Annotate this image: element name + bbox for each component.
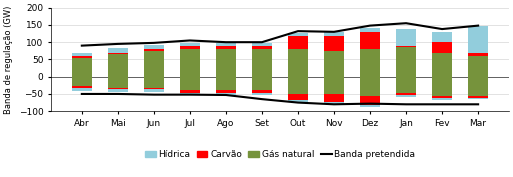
Bar — [252, 77, 272, 90]
Bar — [72, 88, 92, 90]
Bar — [396, 77, 416, 93]
Bar — [288, 36, 308, 49]
Bar — [324, 102, 344, 104]
Bar — [144, 89, 164, 92]
Legend: Hídrica, Carvão, Gás natural, Banda pretendida: Hídrica, Carvão, Gás natural, Banda pret… — [141, 147, 419, 163]
Bar — [432, 96, 452, 98]
Bar — [180, 46, 200, 49]
Bar — [396, 29, 416, 46]
Bar — [72, 86, 92, 88]
Bar — [252, 43, 272, 46]
Bar — [72, 58, 92, 77]
Bar — [468, 26, 488, 53]
Bar — [396, 93, 416, 95]
Bar — [432, 32, 452, 42]
Bar — [180, 49, 200, 77]
Bar — [144, 88, 164, 89]
Y-axis label: Banda de regulação (GW): Banda de regulação (GW) — [4, 5, 13, 114]
Bar — [72, 77, 92, 86]
Bar — [180, 90, 200, 93]
Bar — [108, 89, 128, 92]
Bar — [324, 94, 344, 102]
Bar — [180, 93, 200, 95]
Bar — [72, 56, 92, 58]
Bar — [396, 46, 416, 47]
Bar — [432, 53, 452, 77]
Bar — [468, 53, 488, 56]
Bar — [288, 94, 308, 100]
Bar — [324, 32, 344, 36]
Bar — [144, 45, 164, 49]
Bar — [216, 93, 236, 95]
Bar — [468, 77, 488, 96]
Bar — [396, 47, 416, 77]
Bar — [216, 90, 236, 93]
Bar — [288, 77, 308, 94]
Bar — [288, 100, 308, 102]
Bar — [108, 48, 128, 53]
Bar — [360, 32, 380, 49]
Bar — [360, 49, 380, 77]
Bar — [144, 77, 164, 88]
Bar — [360, 77, 380, 96]
Bar — [216, 46, 236, 49]
Bar — [432, 98, 452, 100]
Bar — [324, 77, 344, 94]
Bar — [108, 77, 128, 88]
Bar — [324, 36, 344, 51]
Bar — [252, 93, 272, 95]
Bar — [144, 51, 164, 77]
Bar — [252, 46, 272, 49]
Bar — [432, 42, 452, 53]
Bar — [360, 96, 380, 105]
Bar — [252, 49, 272, 77]
Bar — [396, 95, 416, 97]
Bar — [468, 98, 488, 99]
Bar — [108, 53, 128, 54]
Bar — [288, 49, 308, 77]
Bar — [216, 77, 236, 90]
Bar — [216, 43, 236, 46]
Bar — [216, 49, 236, 77]
Bar — [108, 88, 128, 89]
Bar — [288, 33, 308, 36]
Bar — [180, 43, 200, 46]
Bar — [360, 28, 380, 32]
Bar — [324, 51, 344, 77]
Bar — [468, 56, 488, 77]
Bar — [180, 77, 200, 90]
Bar — [108, 54, 128, 77]
Bar — [144, 49, 164, 51]
Bar — [468, 96, 488, 98]
Bar — [72, 53, 92, 56]
Bar — [252, 90, 272, 93]
Bar — [432, 77, 452, 96]
Bar — [360, 105, 380, 107]
